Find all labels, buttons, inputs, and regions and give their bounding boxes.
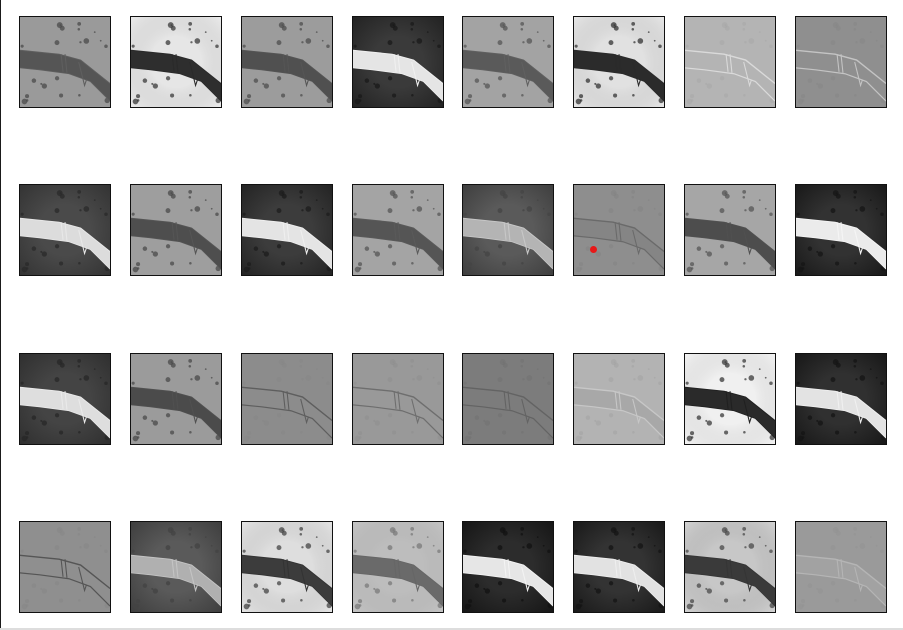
feature-map-tile	[795, 521, 887, 613]
left-edge-line	[0, 0, 1, 630]
feature-map-tile	[684, 521, 776, 613]
feature-map-tile	[462, 16, 554, 108]
feature-map-tile	[130, 16, 222, 108]
feature-map-tile	[684, 16, 776, 108]
feature-map-tile	[19, 521, 111, 613]
feature-map-tile	[795, 184, 887, 276]
feature-map-tile	[130, 521, 222, 613]
feature-map-tile	[573, 353, 665, 445]
feature-map-tile	[19, 16, 111, 108]
feature-map-tile	[241, 353, 333, 445]
feature-map-tile	[130, 184, 222, 276]
feature-map-tile	[19, 184, 111, 276]
feature-map-tile	[684, 184, 776, 276]
feature-map-tile	[352, 184, 444, 276]
bottom-edge-line	[0, 628, 903, 630]
feature-map-tile	[19, 353, 111, 445]
feature-map-tile	[352, 16, 444, 108]
feature-map-tile	[573, 521, 665, 613]
feature-map-tile	[462, 184, 554, 276]
red-dot-marker	[590, 246, 597, 253]
feature-map-tile	[795, 16, 887, 108]
feature-map-tile	[241, 521, 333, 613]
feature-map-tile	[573, 184, 665, 276]
feature-map-tile	[241, 184, 333, 276]
feature-map-tile	[462, 353, 554, 445]
feature-map-tile	[352, 521, 444, 613]
feature-map-tile	[795, 353, 887, 445]
feature-map-tile	[352, 353, 444, 445]
feature-map-tile	[684, 353, 776, 445]
feature-map-tile	[573, 16, 665, 108]
feature-map-tile	[462, 521, 554, 613]
feature-map-tile	[130, 353, 222, 445]
feature-map-tile	[241, 16, 333, 108]
